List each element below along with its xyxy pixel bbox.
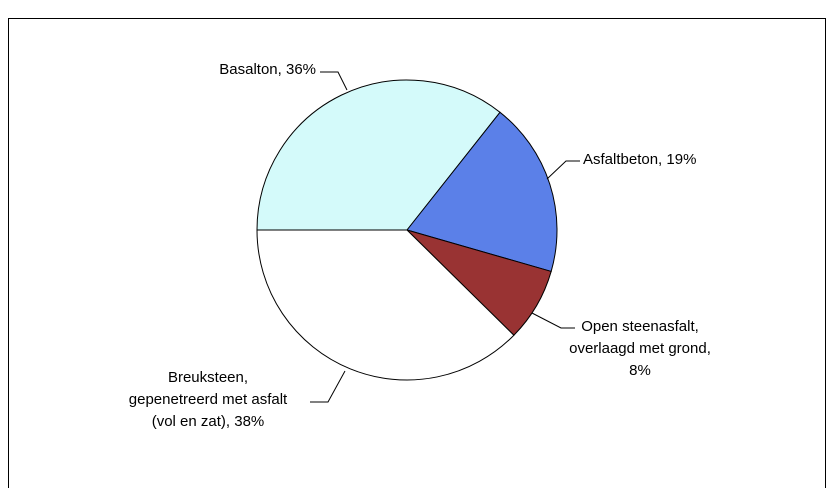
leader-line — [546, 160, 580, 180]
slice-label: overlaagd met grond, — [569, 340, 711, 357]
slice-label: gepenetreerd met asfalt — [129, 391, 288, 408]
leader-line — [320, 71, 348, 91]
leader-line — [310, 370, 346, 403]
slice-label: (vol en zat), 38% — [152, 413, 265, 430]
slice-label: Breuksteen, — [168, 369, 248, 386]
slice-label: 8% — [629, 362, 651, 379]
pie-slice — [406, 111, 558, 273]
pie-slice — [256, 229, 515, 381]
slice-label: Basalton, 36% — [219, 61, 316, 78]
leader-line — [531, 312, 575, 329]
slice-label: Asfaltbeton, 19% — [583, 151, 696, 168]
chart-frame — [8, 18, 826, 488]
pie-slice — [256, 79, 501, 231]
slice-label: Open steenasfalt, — [581, 318, 699, 335]
